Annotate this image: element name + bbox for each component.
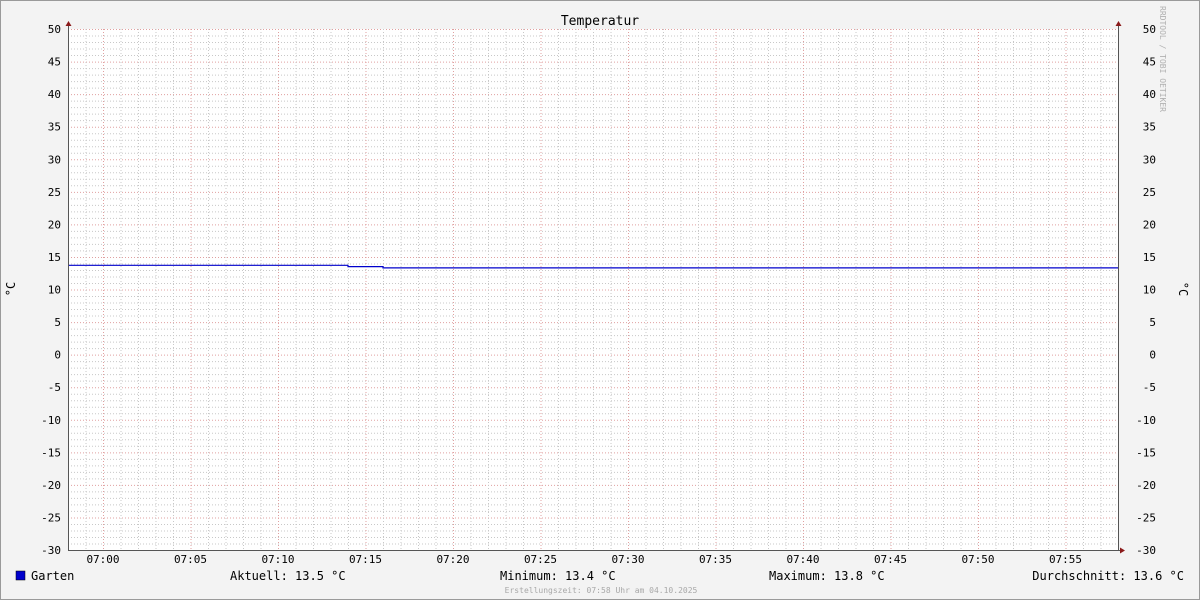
y-tick-label-right: 20 [1143, 218, 1156, 231]
y-tick-label-right: 0 [1149, 349, 1156, 362]
y-axis-label-right: °C [1176, 282, 1190, 296]
y-tick-label: 5 [54, 316, 61, 329]
y-tick-label: -25 [41, 511, 61, 524]
x-tick-label: 07:50 [961, 553, 994, 566]
y-axis-arrow-icon [65, 21, 72, 26]
y-tick-label: 45 [48, 56, 61, 69]
y-tick-label: 10 [48, 284, 61, 297]
y-tick-label: -30 [41, 544, 61, 557]
x-tick-label: 07:15 [349, 553, 382, 566]
y-tick-label-right: 25 [1143, 186, 1156, 199]
y-tick-label: -15 [41, 446, 61, 459]
legend-average: Durchschnitt: 13.6 °C [1032, 569, 1184, 583]
y-tick-label-right: -15 [1136, 446, 1156, 459]
y-tick-label-right: 45 [1143, 56, 1156, 69]
x-tick-label: 07:30 [611, 553, 644, 566]
y-tick-label-right: 15 [1143, 251, 1156, 264]
y-tick-label-right: 50 [1143, 23, 1156, 36]
series-line-garten [68, 264, 1118, 269]
y-tick-label-right: 10 [1143, 284, 1156, 297]
y-tick-label-right: -20 [1136, 479, 1156, 492]
x-tick-label: 07:05 [174, 553, 207, 566]
footer-timestamp: Erstellungszeit: 07:58 Uhr am 04.10.2025 [505, 586, 698, 595]
y-tick-label: 15 [48, 251, 61, 264]
legend-minimum: Minimum: 13.4 °C [500, 569, 616, 583]
y-tick-label-right: -25 [1136, 511, 1156, 524]
y-tick-label: 25 [48, 186, 61, 199]
y-tick-label: 0 [54, 349, 61, 362]
x-tick-label: 07:20 [436, 553, 469, 566]
y-tick-label-right: 40 [1143, 88, 1156, 101]
y-tick-label-right: -5 [1143, 381, 1156, 394]
x-tick-label: 07:55 [1049, 553, 1082, 566]
y-tick-label-right: 30 [1143, 153, 1156, 166]
y-tick-label: -5 [48, 381, 61, 394]
watermark: RRDTOOL / TOBI OETIKER [1158, 6, 1167, 112]
y-tick-label: 50 [48, 23, 61, 36]
y-tick-label-right: 35 [1143, 121, 1156, 134]
y-tick-label: -10 [41, 414, 61, 427]
y-tick-label-right: 5 [1149, 316, 1156, 329]
y-tick-label-right: -30 [1136, 544, 1156, 557]
legend-current: Aktuell: 13.5 °C [230, 569, 346, 583]
legend-maximum: Maximum: 13.8 °C [769, 569, 885, 583]
y-axis-label: °C [4, 282, 18, 296]
y-tick-label: 30 [48, 153, 61, 166]
legend-name: Garten [31, 569, 74, 583]
x-tick-label: 07:35 [699, 553, 732, 566]
y-tick-label-right: -10 [1136, 414, 1156, 427]
x-axis-arrow-icon [1120, 547, 1125, 554]
x-tick-label: 07:10 [261, 553, 294, 566]
y-tick-label: -20 [41, 479, 61, 492]
chart-title: Temperatur [561, 14, 639, 29]
x-tick-label: 07:40 [786, 553, 819, 566]
y-tick-label: 35 [48, 121, 61, 134]
legend-swatch [15, 570, 26, 581]
x-tick-label: 07:00 [86, 553, 119, 566]
y-axis-right-arrow-icon [1115, 21, 1122, 26]
x-tick-label: 07:45 [874, 553, 907, 566]
y-tick-label: 40 [48, 88, 61, 101]
y-tick-label: 20 [48, 218, 61, 231]
x-tick-label: 07:25 [524, 553, 557, 566]
